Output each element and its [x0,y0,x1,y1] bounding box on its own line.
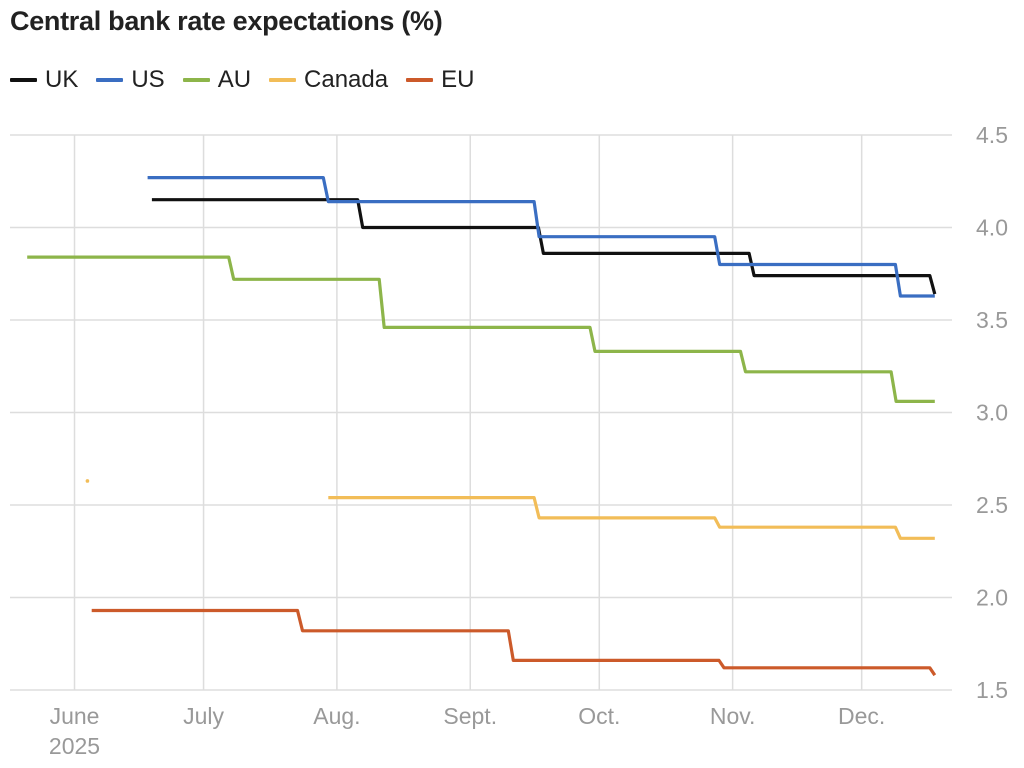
grid-layer [10,134,952,691]
legend-swatch-au [182,78,210,82]
x-tick-label: Nov. [710,703,756,729]
series-line-eu [91,608,937,677]
legend-item-us: US [96,66,165,94]
legend-item-canada: Canada [269,66,388,94]
series-line-us [147,176,935,298]
x-tick-sublabel: 2025 [49,733,100,759]
chart-title: Central bank rate expectations (%) [10,6,443,36]
series-line-au [27,255,935,403]
x-tick-label: June [50,703,100,729]
x-tick-label: Oct. [578,703,620,729]
series-point-canada [85,479,90,483]
legend-item-uk: UK [10,66,78,94]
x-tick-label: Sept. [443,703,497,729]
legend-label-us: US [131,66,165,93]
series-line-canada [328,496,935,540]
legend-label-canada: Canada [304,66,389,93]
legend-label-au: AU [217,66,252,93]
y-tick-label: 4.0 [976,215,1008,241]
legend-label-uk: UK [45,66,79,93]
y-tick-label: 2.5 [976,492,1008,518]
legend-swatch-canada [269,78,297,82]
legend-swatch-us [96,78,124,82]
x-tick-label: July [183,703,224,729]
legend-item-au: AU [182,66,252,94]
y-tick-label: 4.5 [976,122,1008,148]
legend-item-eu: EU [406,66,474,94]
legend-swatch-uk [10,78,37,82]
legend-label-eu: EU [441,66,475,93]
legend: UK US AU Canada EU [10,66,492,94]
series-layer [27,176,937,677]
x-tick-label: Aug. [313,703,360,729]
series-line-uk [151,198,937,295]
x-tick-label: Dec. [838,703,885,729]
y-tick-label: 1.5 [976,677,1008,703]
y-tick-label: 3.0 [976,400,1008,426]
y-tick-label: 2.0 [976,585,1008,611]
axis-labels: 1.5 2.0 2.5 3.0 3.5 4.0 4.5 June 2025 July Aug. Sep… [49,122,1008,759]
y-tick-label: 3.5 [976,307,1008,333]
legend-swatch-eu [406,78,434,82]
